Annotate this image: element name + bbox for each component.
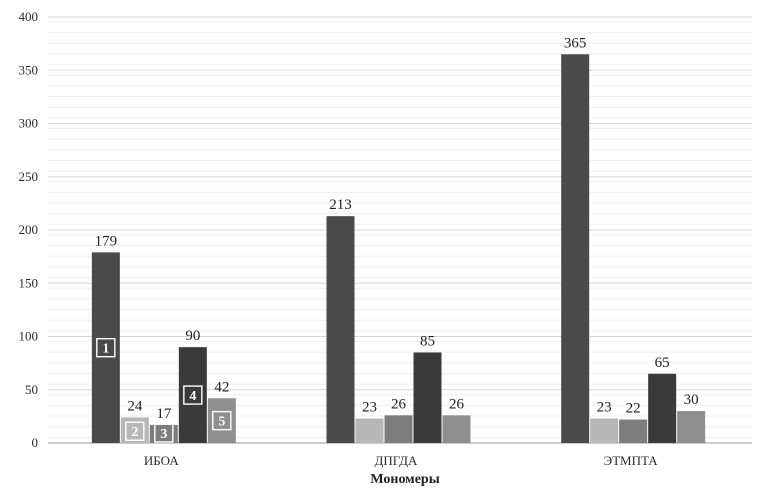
data-label: 213 bbox=[329, 197, 352, 213]
series-badge: 5 bbox=[218, 415, 225, 430]
series-badge-frame bbox=[183, 385, 203, 405]
x-axis-title: Мономеры bbox=[370, 472, 439, 487]
gridlines bbox=[48, 16, 752, 444]
x-category-label: ИБОА bbox=[144, 453, 180, 468]
data-label: 26 bbox=[449, 396, 465, 412]
data-label: 23 bbox=[362, 400, 377, 416]
y-tick-label: 300 bbox=[19, 116, 39, 131]
y-axis: 0 50 100 150 200 250 300 350 400 bbox=[19, 9, 39, 450]
data-label: 30 bbox=[684, 392, 699, 408]
data-label: 22 bbox=[626, 401, 641, 417]
y-tick-label: 400 bbox=[19, 9, 39, 24]
data-label: 23 bbox=[597, 400, 612, 416]
bar bbox=[326, 216, 355, 443]
data-label: 26 bbox=[391, 396, 407, 412]
series-badge: 4 bbox=[189, 389, 196, 404]
x-category-label: ЭТМПТА bbox=[604, 453, 659, 468]
y-tick-label: 350 bbox=[19, 62, 39, 77]
bar bbox=[648, 373, 677, 443]
data-label: 17 bbox=[156, 406, 172, 422]
bar bbox=[590, 418, 619, 443]
series-badge-frame bbox=[154, 423, 174, 443]
bar bbox=[413, 352, 442, 443]
data-label: 90 bbox=[185, 328, 200, 344]
y-tick-label: 100 bbox=[19, 329, 39, 344]
series-badge: 3 bbox=[160, 427, 167, 442]
series-badge-frame bbox=[125, 421, 145, 441]
series-badge-frame bbox=[96, 337, 116, 358]
y-tick-label: 250 bbox=[19, 169, 39, 184]
bar bbox=[442, 415, 471, 443]
bar bbox=[149, 424, 178, 443]
data-label: 42 bbox=[214, 379, 229, 395]
data-labels: 179 1 24 2 17 3 90 4 42 5 213 23 26 85 26 365 23 22 65 30 bbox=[95, 35, 699, 443]
data-label: 179 bbox=[95, 233, 118, 249]
series-badge: 2 bbox=[131, 425, 138, 440]
data-label: 65 bbox=[655, 355, 670, 371]
bar bbox=[677, 411, 706, 443]
series-badge: 1 bbox=[102, 342, 109, 357]
series-badge-frame bbox=[212, 410, 232, 431]
x-axis-categories: ИБОА ДПГДА ЭТМПТА bbox=[144, 453, 658, 468]
bar bbox=[619, 419, 648, 443]
bar bbox=[384, 415, 413, 443]
y-tick-label: 50 bbox=[25, 382, 38, 397]
bar bbox=[355, 418, 384, 443]
data-label: 85 bbox=[420, 333, 435, 349]
y-tick-label: 150 bbox=[19, 275, 39, 290]
bars bbox=[91, 54, 706, 444]
y-tick-label: 200 bbox=[19, 222, 39, 237]
data-label: 365 bbox=[564, 35, 587, 51]
x-category-label: ДПГДА bbox=[375, 453, 418, 468]
y-tick-label: 0 bbox=[32, 435, 39, 450]
bar bbox=[561, 54, 590, 444]
data-label: 24 bbox=[127, 398, 143, 414]
